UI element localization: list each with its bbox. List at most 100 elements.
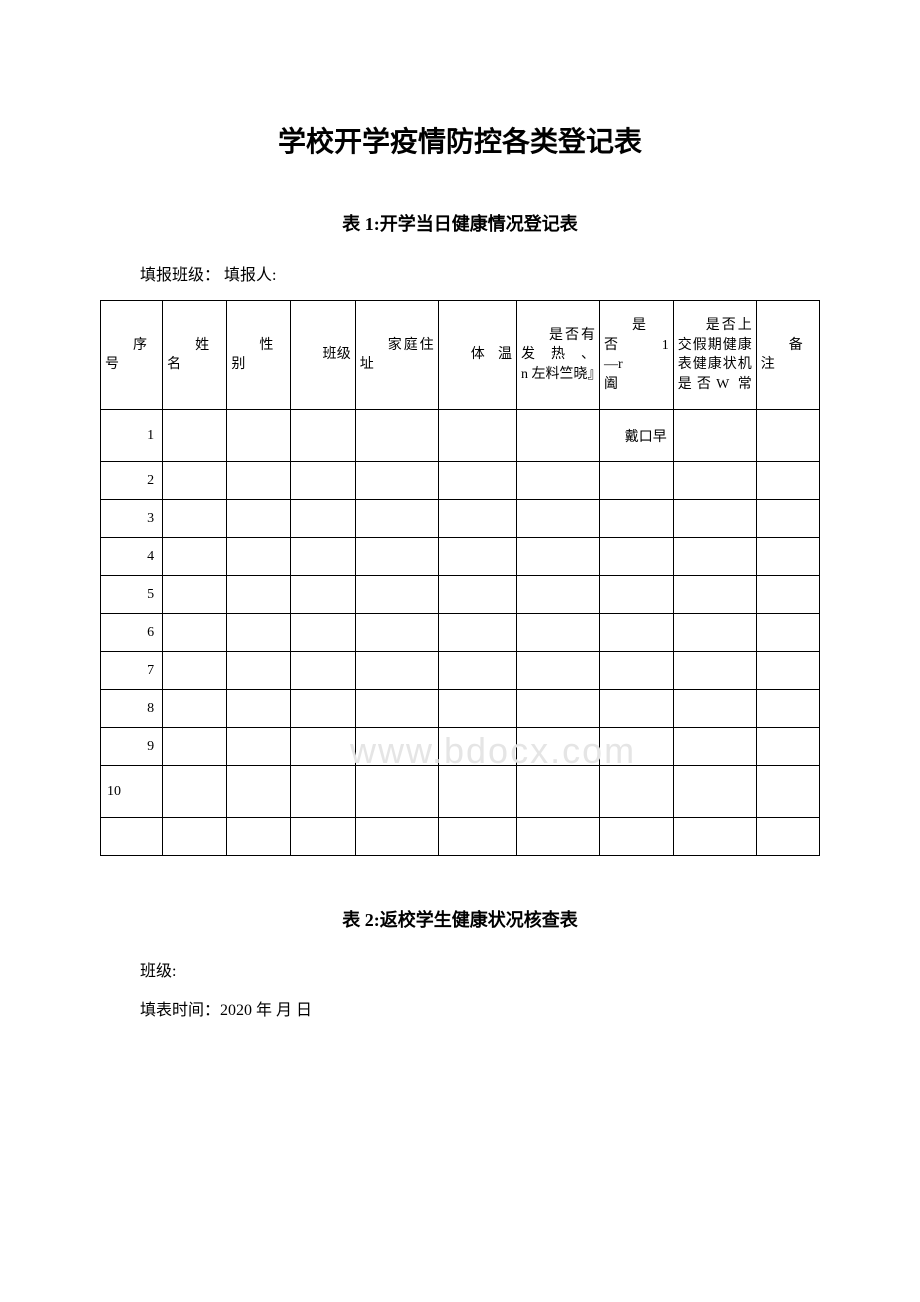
cell: [290, 410, 355, 462]
cell: [756, 766, 819, 818]
cell: [163, 690, 227, 728]
table1-header-row: 序号 姓名 性别 班级 家庭住址 体温 是否有发热、 n 左料竺晓』 是否 1 …: [101, 301, 820, 410]
table-row: 10: [101, 766, 820, 818]
cell-seq: 6: [101, 614, 163, 652]
table-row: 1 戴口早: [101, 410, 820, 462]
cell: [600, 538, 674, 576]
cell: [673, 614, 756, 652]
cell: [517, 614, 600, 652]
cell: [673, 410, 756, 462]
cell: [673, 690, 756, 728]
cell: [438, 410, 516, 462]
cell: [756, 818, 819, 856]
cell: [756, 500, 819, 538]
cell: [290, 818, 355, 856]
cell: [355, 462, 438, 500]
cell: [517, 728, 600, 766]
cell: [673, 500, 756, 538]
cell: [600, 818, 674, 856]
cell: [163, 818, 227, 856]
header-gender: 性别: [227, 301, 290, 410]
cell: [290, 652, 355, 690]
table1-form-line: 填报班级： 填报人:: [100, 261, 820, 285]
cell-seq: 2: [101, 462, 163, 500]
cell-seq: [101, 818, 163, 856]
header-mask: 是否 1 —r 阖: [600, 301, 674, 410]
cell: [227, 766, 290, 818]
header-temp: 体温: [438, 301, 516, 410]
table-row: 5: [101, 576, 820, 614]
cell: [600, 766, 674, 818]
table1-body: 1 戴口早 2 3 4: [101, 410, 820, 856]
cell: [163, 576, 227, 614]
cell: [517, 410, 600, 462]
cell: [756, 690, 819, 728]
table2-class-label: 班级:: [100, 957, 820, 981]
cell: [227, 614, 290, 652]
table-row: 2: [101, 462, 820, 500]
cell: [438, 576, 516, 614]
cell: [673, 728, 756, 766]
cell: [290, 538, 355, 576]
cell: [438, 500, 516, 538]
cell-mask: 戴口早: [600, 410, 674, 462]
cell: [517, 690, 600, 728]
header-addr: 家庭住址: [355, 301, 438, 410]
cell: [290, 462, 355, 500]
cell-seq: 10: [101, 766, 163, 818]
cell: [517, 766, 600, 818]
cell: [756, 614, 819, 652]
cell: [756, 728, 819, 766]
cell-seq: 3: [101, 500, 163, 538]
cell: [290, 690, 355, 728]
cell: [756, 538, 819, 576]
cell: [600, 462, 674, 500]
cell: [673, 652, 756, 690]
cell: [227, 462, 290, 500]
header-form: 是否上交假期健康表健康状机是否W 常: [673, 301, 756, 410]
table2-title: 表 2:返校学生健康状况核查表: [100, 906, 820, 932]
cell-seq: 8: [101, 690, 163, 728]
cell: [290, 614, 355, 652]
cell: [438, 652, 516, 690]
table-row: 3: [101, 500, 820, 538]
table-row: 8: [101, 690, 820, 728]
header-name: 姓名: [163, 301, 227, 410]
cell: [600, 652, 674, 690]
cell: [355, 766, 438, 818]
cell: [290, 576, 355, 614]
cell: [163, 766, 227, 818]
cell: [600, 690, 674, 728]
cell: [163, 410, 227, 462]
cell: [163, 728, 227, 766]
table1-title: 表 1:开学当日健康情况登记表: [100, 210, 820, 236]
header-class: 班级: [290, 301, 355, 410]
cell: [673, 818, 756, 856]
cell-seq: 1: [101, 410, 163, 462]
header-seq: 序号: [101, 301, 163, 410]
cell: [290, 728, 355, 766]
table-row: 7: [101, 652, 820, 690]
cell: [600, 576, 674, 614]
cell: [673, 538, 756, 576]
cell: [600, 728, 674, 766]
cell: [227, 500, 290, 538]
cell: [756, 652, 819, 690]
cell: [163, 614, 227, 652]
table-row: 6: [101, 614, 820, 652]
cell: [756, 576, 819, 614]
cell: [756, 462, 819, 500]
cell: [355, 500, 438, 538]
cell: [227, 652, 290, 690]
cell: [163, 500, 227, 538]
cell: [227, 818, 290, 856]
cell: [163, 462, 227, 500]
cell: [517, 818, 600, 856]
cell: [355, 576, 438, 614]
table-row: [101, 818, 820, 856]
cell: [517, 538, 600, 576]
cell: [517, 500, 600, 538]
cell: [673, 576, 756, 614]
cell: [517, 462, 600, 500]
cell: [355, 728, 438, 766]
